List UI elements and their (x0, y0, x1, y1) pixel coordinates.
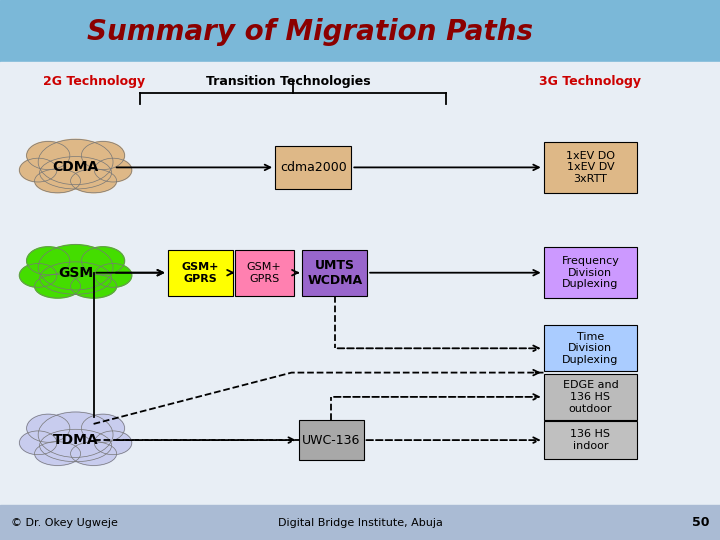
FancyBboxPatch shape (544, 374, 637, 420)
Ellipse shape (71, 169, 117, 193)
Ellipse shape (94, 431, 132, 455)
Ellipse shape (35, 442, 81, 465)
Bar (0, 505, 720, 540)
FancyBboxPatch shape (544, 247, 637, 298)
Ellipse shape (71, 274, 117, 298)
Ellipse shape (81, 141, 125, 170)
Text: Transition Technologies: Transition Technologies (206, 75, 370, 87)
Ellipse shape (40, 262, 112, 294)
Text: TDMA: TDMA (53, 433, 99, 447)
Text: GSM: GSM (58, 266, 93, 280)
FancyBboxPatch shape (302, 249, 367, 296)
Ellipse shape (81, 247, 125, 275)
Text: GSM+
GPRS: GSM+ GPRS (181, 262, 219, 284)
Text: GSM+
GPRS: GSM+ GPRS (247, 262, 282, 284)
Bar (0, 0, 720, 62)
Ellipse shape (40, 157, 112, 189)
Text: 50: 50 (692, 516, 709, 529)
Text: Time
Division
Duplexing: Time Division Duplexing (562, 332, 618, 365)
Ellipse shape (27, 414, 70, 442)
Ellipse shape (81, 414, 125, 442)
FancyBboxPatch shape (299, 420, 364, 460)
Text: Summary of Migration Paths: Summary of Migration Paths (86, 18, 533, 46)
Text: CDMA: CDMA (53, 160, 99, 174)
Ellipse shape (71, 442, 117, 465)
Ellipse shape (38, 245, 113, 290)
Ellipse shape (40, 429, 112, 462)
Text: cdma2000: cdma2000 (280, 161, 346, 174)
Ellipse shape (27, 247, 70, 275)
Text: 136 HS
indoor: 136 HS indoor (570, 429, 611, 451)
FancyBboxPatch shape (168, 249, 233, 296)
Ellipse shape (27, 141, 70, 170)
Bar (0, 62, 720, 505)
Ellipse shape (38, 139, 113, 185)
Ellipse shape (94, 158, 132, 182)
Text: Digital Bridge Institute, Abuja: Digital Bridge Institute, Abuja (278, 518, 442, 528)
FancyBboxPatch shape (544, 421, 637, 459)
Text: UWC-136: UWC-136 (302, 434, 361, 447)
FancyBboxPatch shape (544, 325, 637, 372)
Text: Frequency
Division
Duplexing: Frequency Division Duplexing (562, 256, 619, 289)
FancyBboxPatch shape (235, 249, 294, 296)
Text: 3G Technology: 3G Technology (539, 75, 642, 87)
Text: 2G Technology: 2G Technology (43, 75, 145, 87)
Ellipse shape (19, 264, 57, 287)
Text: EDGE and
136 HS
outdoor: EDGE and 136 HS outdoor (562, 380, 618, 414)
FancyBboxPatch shape (544, 142, 637, 193)
Ellipse shape (35, 169, 81, 193)
Text: UMTS
WCDMA: UMTS WCDMA (307, 259, 362, 287)
Ellipse shape (94, 264, 132, 287)
Text: © Dr. Okey Ugweje: © Dr. Okey Ugweje (11, 518, 117, 528)
Ellipse shape (19, 431, 57, 455)
Ellipse shape (38, 412, 113, 457)
FancyBboxPatch shape (275, 146, 351, 189)
Ellipse shape (19, 158, 57, 182)
Ellipse shape (35, 274, 81, 298)
Text: 1xEV DO
1xEV DV
3xRTT: 1xEV DO 1xEV DV 3xRTT (566, 151, 615, 184)
